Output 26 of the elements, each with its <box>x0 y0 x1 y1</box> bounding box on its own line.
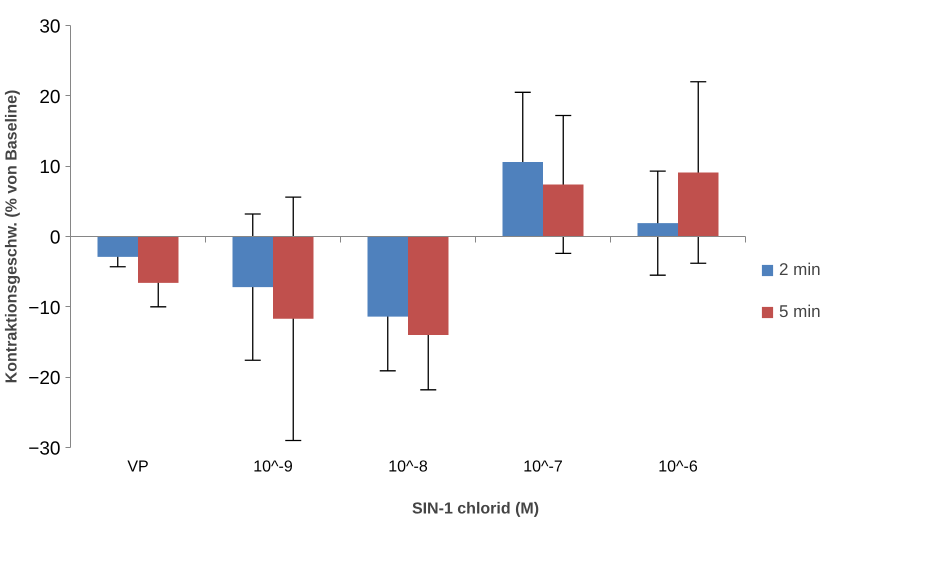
y-tick-label: −30 <box>28 438 61 460</box>
x-tick-label: 10^-9 <box>253 458 293 476</box>
x-tick-label: 10^-6 <box>658 458 698 476</box>
y-tick-label: −20 <box>28 368 61 390</box>
bar <box>638 223 678 236</box>
y-tick-label: 0 <box>50 228 61 248</box>
y-axis-title: Kontraktionsgeschw. (% von Baseline) <box>3 90 20 384</box>
bar <box>138 236 178 283</box>
x-axis-title: SIN-1 chlorid (M) <box>412 500 540 518</box>
y-tick-label: 10 <box>39 157 61 178</box>
bar <box>543 184 584 236</box>
y-tick-label: 20 <box>39 86 61 108</box>
x-tick-label: 10^-8 <box>388 458 428 476</box>
bar <box>502 162 543 236</box>
bar <box>408 236 448 335</box>
bar <box>98 236 138 257</box>
legend-label: 5 min <box>779 302 821 322</box>
bar <box>273 236 314 319</box>
y-tick-label: 30 <box>39 16 61 38</box>
y-tick-label: −10 <box>28 298 61 319</box>
bar <box>678 172 718 236</box>
bar <box>368 236 408 317</box>
x-tick-label: 10^-7 <box>523 458 563 476</box>
legend-label: 2 min <box>779 260 821 280</box>
bar <box>232 236 273 288</box>
x-tick-label: VP <box>127 458 149 476</box>
